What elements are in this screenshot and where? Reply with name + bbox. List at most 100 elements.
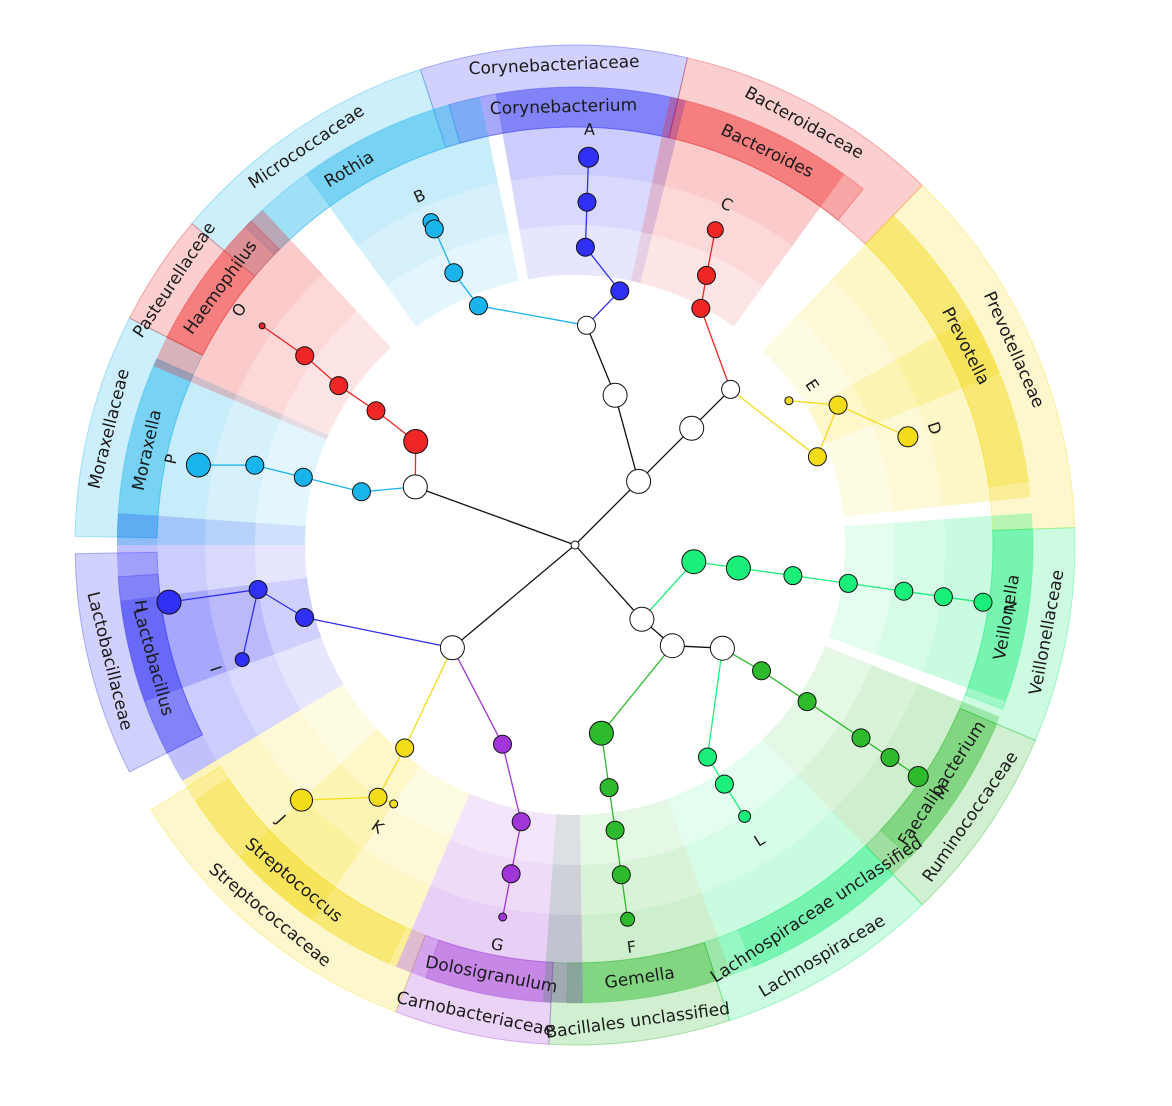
internal-node-42	[245, 455, 265, 475]
internal-node-35	[511, 812, 531, 832]
leaf-node-a	[578, 146, 599, 168]
leaf-ring-l	[718, 845, 894, 976]
internal-node-11	[807, 447, 827, 467]
tree-edge	[585, 325, 616, 396]
leaf-ring-l	[667, 739, 798, 846]
family-band-lactobacillaceae	[74, 551, 204, 773]
internal-node-28	[611, 865, 631, 885]
leaf-label-n: N	[1000, 599, 1020, 613]
internal-node-9	[691, 298, 711, 318]
leaf-ring-h	[205, 519, 275, 672]
leaf-ring-e	[832, 244, 963, 407]
internal-node-19	[725, 555, 751, 581]
leaf-node-n	[973, 592, 993, 612]
family-band-lachnospiraceae	[703, 844, 924, 1022]
family-band-streptococcaceae	[150, 765, 426, 1013]
family-band-bacillales-unclassified	[548, 941, 731, 1046]
leaf-ring-m	[865, 701, 1000, 875]
leaf-label-g: G	[489, 934, 505, 955]
internal-node-49	[402, 474, 428, 500]
internal-node-39	[248, 580, 268, 599]
tree-edge	[301, 796, 379, 801]
internal-node-37	[368, 787, 388, 807]
leaf-ring-k	[240, 830, 412, 967]
family-band-carnobacteriaceae	[395, 934, 554, 1045]
leaf-node-f	[620, 911, 636, 927]
leaf-node-i	[234, 652, 250, 668]
internal-node-43	[293, 467, 313, 487]
tree-edge	[501, 744, 522, 822]
internal-node-17	[838, 573, 858, 593]
leaf-ring-l	[701, 811, 866, 938]
genus-band-prevotella	[864, 214, 1030, 488]
leaf-ring-n	[967, 513, 1034, 702]
family-band-bacteroidaceae	[668, 57, 924, 246]
tree-edge	[574, 480, 640, 546]
internal-node-38	[395, 738, 415, 758]
leaf-ring-k	[269, 797, 431, 930]
tree-edge	[641, 561, 695, 620]
genus-band-lactobacillus	[117, 573, 204, 754]
internal-node-1	[575, 237, 595, 257]
genus-band-gemella	[566, 941, 718, 1004]
tree-edge	[415, 486, 576, 546]
leaf-label-a: A	[584, 120, 596, 139]
leaf-ring-j	[182, 760, 336, 921]
leaf-ring-c	[651, 136, 821, 246]
internal-node-20	[681, 549, 707, 575]
leaf-ring-i	[257, 577, 344, 710]
internal-node-25	[714, 774, 734, 794]
genus-band-rothia	[244, 104, 461, 256]
internal-node-22	[851, 728, 871, 748]
leaf-ring-h	[116, 513, 183, 702]
leaf-label-i: I	[206, 663, 226, 674]
tree-edge	[706, 648, 724, 758]
internal-node-47	[366, 401, 386, 421]
leaf-ring-k	[341, 729, 470, 840]
internal-node-16	[894, 581, 914, 601]
internal-node-40	[295, 608, 314, 627]
internal-node-3	[424, 219, 444, 239]
genus-band-bacteroides	[668, 98, 864, 221]
genus-band-dolosigranulum	[425, 939, 554, 1003]
leaf-node-k	[389, 799, 399, 809]
internal-node-26	[698, 747, 717, 767]
leaf-ring-j	[300, 684, 421, 808]
internal-node-27	[709, 635, 735, 661]
leaf-label-d: D	[924, 419, 946, 437]
genus-band-veillonella	[964, 528, 1034, 710]
internal-node-50	[570, 540, 580, 550]
internal-node-0	[577, 192, 597, 212]
leaf-ring-o	[280, 311, 391, 440]
leaf-node-g	[498, 912, 508, 922]
internal-node-14	[626, 468, 652, 494]
leaf-ring-a	[495, 87, 686, 140]
leaf-ring-i	[160, 590, 258, 761]
internal-node-23	[797, 692, 817, 712]
leaf-ring-h	[156, 515, 228, 688]
internal-node-48	[403, 429, 429, 454]
internal-node-6	[577, 315, 596, 335]
internal-node-21	[880, 748, 900, 767]
internal-node-2	[610, 281, 630, 301]
leaf-ring-j	[216, 735, 363, 888]
internal-node-4	[444, 263, 464, 283]
leaf-label-f: F	[626, 937, 638, 957]
leaf-ring-g	[396, 929, 583, 1003]
leaf-node-j	[290, 788, 313, 812]
leaf-ring-f	[543, 937, 732, 1004]
leaf-ring-p	[117, 358, 194, 545]
leaf-ring-b	[329, 136, 499, 246]
genus-band-faecalibacterium	[879, 707, 998, 859]
leaf-node-h	[156, 589, 182, 615]
leaf-ring-c	[631, 232, 764, 327]
internal-node-29	[605, 820, 625, 840]
internal-node-31	[588, 720, 614, 746]
leaf-ring-d	[895, 336, 991, 507]
leaf-node-c	[706, 221, 724, 239]
leaf-ring-f	[545, 892, 718, 964]
tree-edge	[304, 616, 453, 649]
leaf-ring-b	[305, 97, 489, 207]
taxon-sectors	[74, 44, 1076, 1046]
